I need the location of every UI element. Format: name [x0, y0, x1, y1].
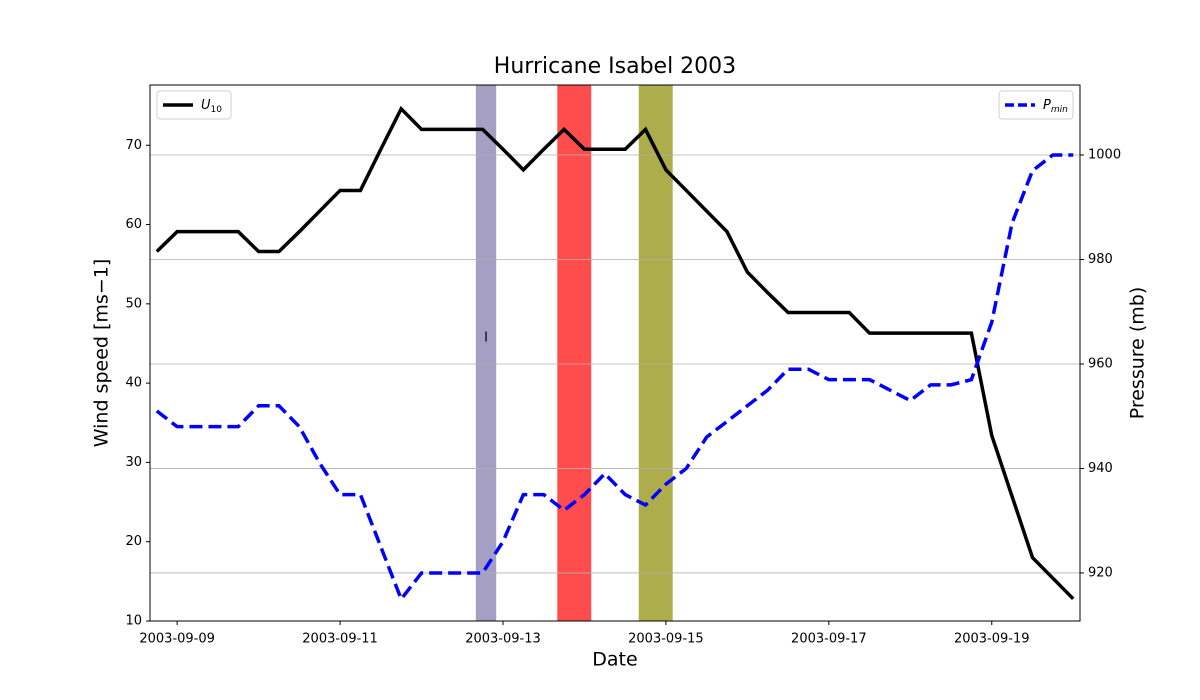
plot-frame: [149, 84, 1081, 622]
y2-tick-label: 1000: [1088, 148, 1121, 163]
y2-tick-label: 980: [1088, 252, 1113, 267]
series-line: [155, 105, 1075, 601]
y-tick-label: 60: [125, 217, 142, 232]
x-tick-label: 2003-09-13: [465, 632, 541, 647]
legend-box: [156, 90, 232, 120]
x-tick-label: 2003-09-17: [791, 632, 867, 647]
x-tick-label: 2003-09-09: [139, 632, 215, 647]
y-tick-label: 20: [125, 534, 142, 549]
y2-tick-label: 940: [1088, 461, 1113, 476]
y2-tick-label: 920: [1088, 565, 1113, 580]
legend: Pmin: [998, 90, 1074, 120]
y-tick-label: 70: [125, 138, 142, 153]
x-tick-label: 2003-09-15: [628, 632, 704, 647]
x-axis-title: Date: [592, 649, 637, 671]
x-tick-label: 2003-09-19: [954, 632, 1030, 647]
y-axis-title: Wind speed [ms−1]: [91, 259, 113, 447]
legend-box: [998, 90, 1074, 120]
legend-label: Pmin: [1043, 98, 1068, 115]
y-tick-label: 10: [125, 614, 142, 629]
highlight-span: [557, 85, 592, 621]
y2-tick-label: 960: [1088, 356, 1113, 371]
y-tick-label: 30: [125, 455, 142, 470]
y-tick-label: 40: [125, 376, 142, 391]
legend: U10: [156, 90, 232, 120]
annotation: I: [484, 330, 488, 345]
legend-label: U10: [201, 98, 222, 115]
highlight-span: [638, 85, 673, 621]
y-tick-label: 50: [125, 296, 142, 311]
x-tick-label: 2003-09-11: [302, 632, 378, 647]
chart-title: Hurricane Isabel 2003: [494, 54, 736, 79]
highlight-span: [475, 85, 497, 621]
y2-axis-title: Pressure (mb): [1127, 287, 1149, 420]
series-line: [155, 153, 1074, 603]
